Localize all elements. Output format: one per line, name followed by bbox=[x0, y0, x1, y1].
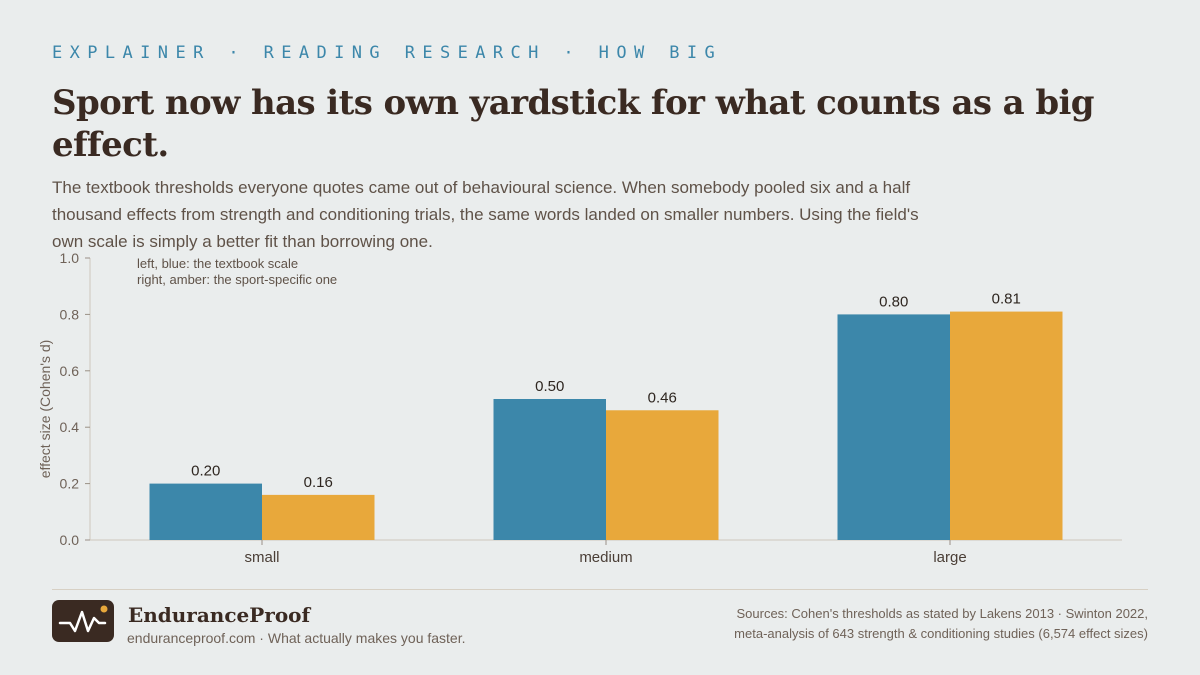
page-title: Sport now has its own yardstick for what… bbox=[52, 83, 1095, 165]
footer-divider bbox=[52, 589, 1148, 590]
heartbeat-line-icon bbox=[58, 605, 108, 633]
bar-value-label: 0.46 bbox=[648, 389, 677, 406]
y-tick-label: 0.6 bbox=[60, 363, 80, 379]
bar-value-label: 0.20 bbox=[191, 463, 220, 480]
x-tick-label-large: large bbox=[933, 549, 966, 566]
brand-name: EnduranceProof bbox=[128, 603, 311, 627]
legend-annotation-line: right, amber: the sport-specific one bbox=[137, 272, 337, 287]
bar-value-label: 0.81 bbox=[992, 291, 1021, 308]
bar-medium-series-2 bbox=[606, 410, 719, 540]
sources-note: Sources: Cohen's thresholds as stated by… bbox=[734, 606, 1148, 641]
bar-value-label: 0.50 bbox=[535, 378, 564, 395]
y-tick-label: 0.8 bbox=[60, 306, 80, 322]
brand-logo bbox=[52, 600, 114, 642]
bar-medium-series-1 bbox=[493, 399, 606, 540]
subtitle: The textbook thresholds everyone quotes … bbox=[52, 178, 919, 251]
bar-large-series-1 bbox=[837, 314, 950, 540]
bar-small-series-1 bbox=[149, 483, 262, 540]
y-tick-label: 0.0 bbox=[60, 532, 80, 548]
effect-size-bar-chart: 0.0 0.2 0.4 0.6 0.8 1.0 effect size (Cohen's d… bbox=[37, 250, 1122, 566]
brand-tagline: enduranceproof.com · What actually makes… bbox=[127, 630, 466, 646]
x-tick-label-medium: medium bbox=[579, 549, 632, 566]
bar-value-label: 0.16 bbox=[304, 474, 333, 491]
y-tick-label: 1.0 bbox=[60, 250, 80, 266]
y-axis-title: effect size (Cohen's d) bbox=[37, 340, 53, 479]
bar-value-label: 0.80 bbox=[879, 293, 908, 310]
bar-large-series-2 bbox=[950, 311, 1063, 540]
x-tick-label-small: small bbox=[244, 549, 279, 566]
legend-annotation-line: left, blue: the textbook scale bbox=[137, 256, 298, 271]
bar-small-series-2 bbox=[262, 494, 375, 540]
kicker: EXPLAINER · READING RESEARCH · HOW BIG bbox=[52, 43, 723, 63]
y-tick-label: 0.2 bbox=[60, 476, 80, 492]
y-tick-label: 0.4 bbox=[60, 419, 80, 435]
